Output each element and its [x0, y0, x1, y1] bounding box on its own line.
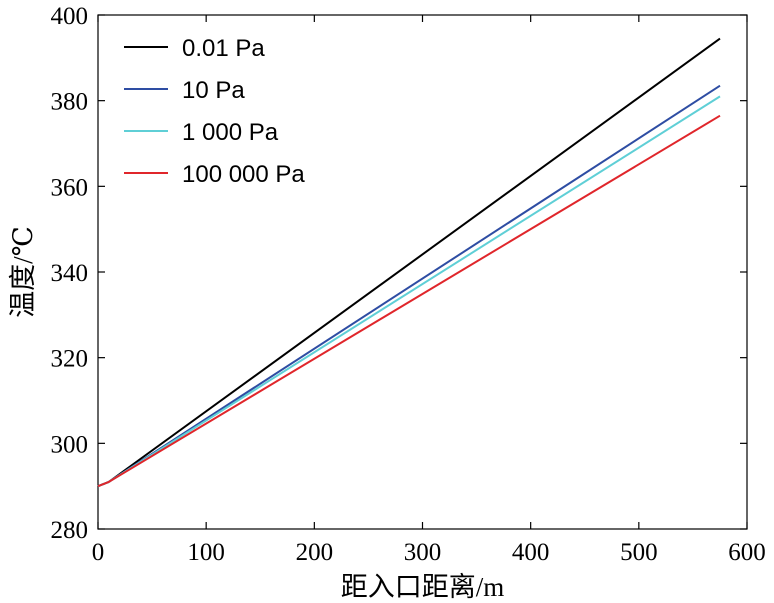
y-tick-label: 400 [51, 3, 89, 30]
legend-entry: 0.01 Pa [182, 35, 265, 62]
x-axis-label: 距入口距离/m [341, 572, 505, 602]
legend-entry: 1 000 Pa [182, 119, 279, 146]
y-axis: 280 300 320 340 360 380 400 [51, 3, 747, 544]
y-tick-label: 300 [51, 431, 89, 458]
x-tick-label: 400 [512, 539, 550, 566]
legend: 0.01 Pa 10 Pa 1 000 Pa 100 000 Pa [124, 35, 305, 188]
x-tick-label: 100 [187, 539, 225, 566]
x-tick-label: 300 [404, 539, 442, 566]
y-axis-label: 温度/℃ [8, 226, 38, 318]
x-axis: 0 100 200 300 400 500 600 [92, 15, 766, 566]
x-tick-label: 0 [92, 539, 105, 566]
x-tick-label: 200 [296, 539, 334, 566]
series-line [97, 37, 721, 488]
y-tick-label: 340 [51, 260, 89, 287]
x-tick-label: 500 [620, 539, 658, 566]
legend-entry: 10 Pa [182, 77, 245, 104]
series-line [97, 114, 721, 488]
y-tick-label: 360 [51, 174, 89, 201]
legend-entry: 100 000 Pa [182, 161, 305, 188]
series-layer [97, 37, 721, 488]
y-tick-label: 380 [51, 89, 89, 116]
x-tick-label: 600 [728, 539, 766, 566]
y-tick-label: 320 [51, 346, 89, 373]
y-tick-label: 280 [51, 517, 89, 544]
